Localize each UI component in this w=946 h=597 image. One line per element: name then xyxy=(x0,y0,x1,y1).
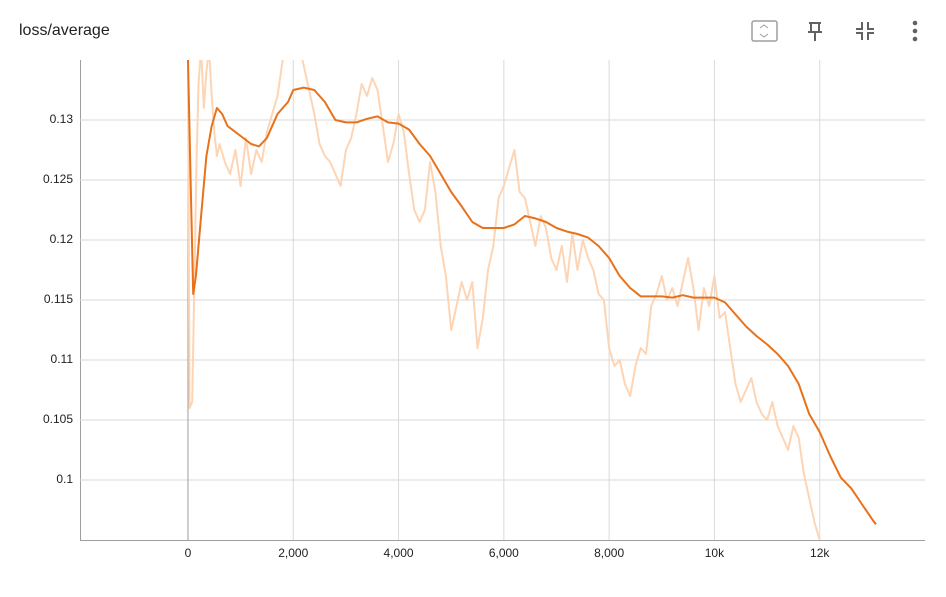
x-tick-label: 12k xyxy=(810,546,830,560)
more-button[interactable] xyxy=(912,20,918,42)
x-tick-label: 6,000 xyxy=(489,546,519,560)
y-tick-label: 0.115 xyxy=(44,292,73,306)
x-tick-label: 10k xyxy=(705,546,725,560)
y-tick-label: 0.11 xyxy=(51,352,74,366)
y-tick-label: 0.13 xyxy=(50,112,74,126)
toolbar xyxy=(751,20,918,42)
collapse-button[interactable] xyxy=(856,22,874,40)
x-tick-label: 2,000 xyxy=(278,546,308,560)
pin-button[interactable] xyxy=(808,22,822,41)
y-tick-label: 0.12 xyxy=(50,232,74,246)
chart-title: loss/average xyxy=(19,22,110,39)
y-tick-label: 0.125 xyxy=(43,172,73,186)
x-tick-label: 4,000 xyxy=(384,546,414,560)
plot-area xyxy=(187,60,877,540)
fit-domain-button[interactable] xyxy=(751,20,778,42)
y-tick-label: 0.1 xyxy=(56,472,73,486)
line-series xyxy=(187,60,821,540)
x-tick-label: 0 xyxy=(185,546,192,560)
x-tick-label: 8,000 xyxy=(594,546,624,560)
line-series xyxy=(187,60,877,525)
y-tick-label: 0.105 xyxy=(43,412,73,426)
